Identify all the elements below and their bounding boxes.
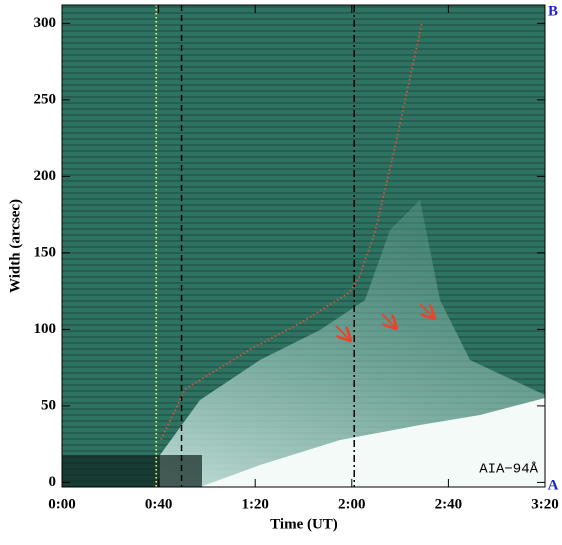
x-tick-label: 0:40 — [145, 496, 173, 512]
x-tick-label: 2:40 — [435, 496, 463, 512]
arrows — [335, 303, 434, 340]
arrow — [335, 325, 350, 340]
y-tick-label: 100 — [34, 321, 57, 337]
endpoint-label: A — [548, 477, 559, 493]
arrow — [419, 303, 434, 318]
y-tick-label: 50 — [41, 397, 56, 413]
y-tick-label: 200 — [34, 168, 57, 184]
instrument-label: AIA−94Å — [479, 461, 538, 478]
frame — [61, 4, 546, 488]
x-tick-label: 3:20 — [531, 496, 559, 512]
y-tick-label: 150 — [34, 244, 57, 260]
bright-region — [200, 398, 545, 487]
x-tick-label: 2:00 — [338, 496, 366, 512]
y-axis-label: Width (arcsec) — [7, 199, 23, 293]
y-tick-label: 250 — [34, 91, 57, 107]
fit-curve — [160, 23, 423, 440]
arrow — [381, 313, 396, 328]
y-tick-label: 0 — [49, 474, 57, 490]
dark-region — [62, 455, 202, 487]
haze — [160, 200, 545, 487]
x-tick-label: 1:20 — [241, 496, 269, 512]
x-axis-label: Time (UT) — [270, 516, 338, 532]
x-tick-label: 0:00 — [48, 496, 76, 512]
y-tick-label: 300 — [34, 15, 57, 31]
endpoint-label: B — [548, 3, 558, 19]
